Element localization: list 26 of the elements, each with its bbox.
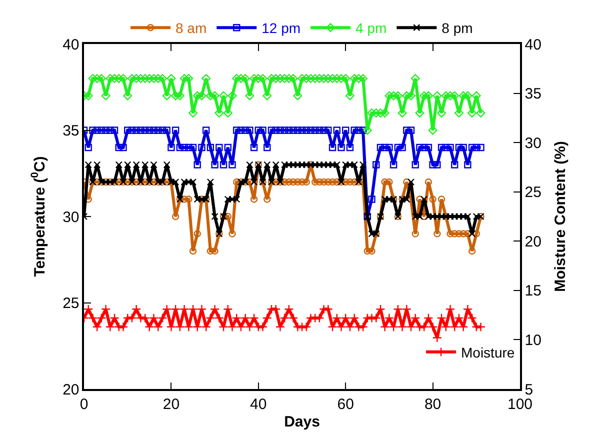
y2-tick-label: 10 — [524, 332, 542, 349]
legend-label: 4 pm — [356, 20, 387, 36]
y-tick-label: 40 — [62, 36, 80, 54]
y2-tick-label: 20 — [524, 233, 542, 250]
y-tick-label: 25 — [62, 295, 80, 312]
x-axis-title: Days — [284, 413, 320, 430]
legend-label: 8 pm — [442, 20, 473, 36]
legend-label: Moisture — [461, 344, 515, 360]
y2-tick-label: 5 — [524, 381, 534, 398]
y2-axis-title: Moisture Content (%) — [552, 141, 569, 292]
x-tick-label: 0 — [80, 396, 88, 413]
y2-tick-label: 15 — [524, 282, 542, 300]
y-tick-label: 30 — [62, 208, 80, 226]
y2-tick-label: 25 — [524, 184, 542, 202]
x-tick-label: 20 — [162, 396, 180, 413]
legend-label: 8 am — [176, 20, 207, 36]
y-tick-label: 20 — [62, 381, 80, 398]
y-tick-label: 35 — [62, 122, 80, 140]
y2-tick-label: 40 — [524, 36, 542, 54]
x-tick-label: 100 — [507, 396, 533, 413]
x-tick-label: 60 — [337, 396, 354, 413]
y2-tick-label: 35 — [524, 86, 542, 103]
y2-tick-label: 30 — [524, 134, 542, 152]
legend-label: 12 pm — [262, 20, 301, 36]
x-tick-label: 40 — [250, 396, 267, 413]
x-tick-label: 80 — [424, 396, 442, 413]
